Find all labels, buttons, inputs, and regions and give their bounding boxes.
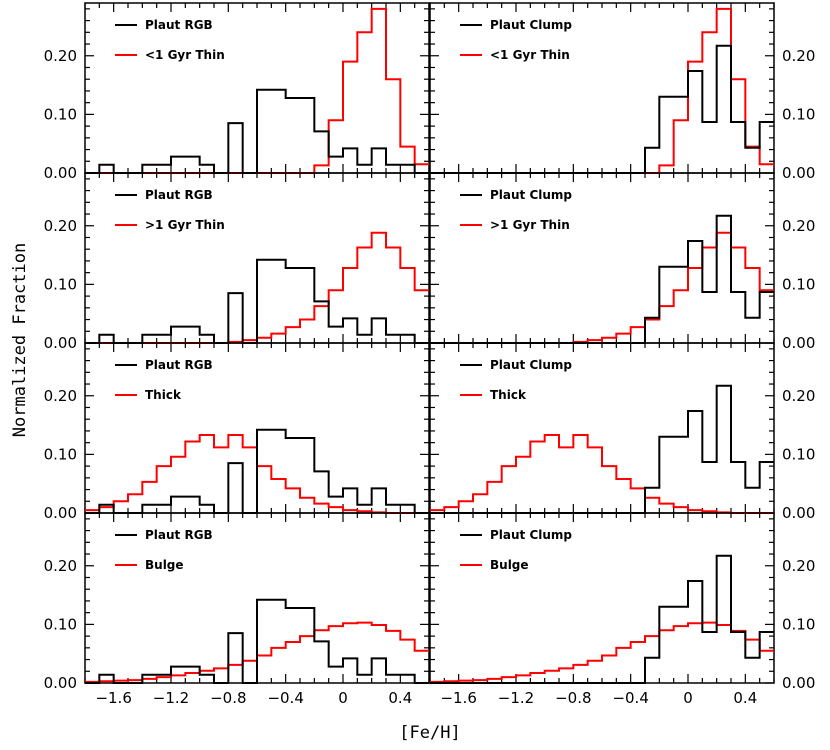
y-tick-label: 0.00 <box>782 504 815 522</box>
x-tick-label: 0 <box>338 689 348 707</box>
legend-label-plaut: Plaut RGB <box>145 358 213 372</box>
y-tick-label: 0.20 <box>44 217 77 235</box>
y-tick-label: 0.00 <box>782 674 815 692</box>
y-tick-label: 0.00 <box>44 674 77 692</box>
x-tick-label: −0.8 <box>555 689 591 707</box>
legend-label-plaut: Plaut Clump <box>490 528 572 542</box>
y-tick-label: 0.00 <box>782 334 815 352</box>
legend-label-model: <1 Gyr Thin <box>490 48 570 62</box>
panel-frame <box>429 172 775 344</box>
x-tick-label: −1.2 <box>498 689 534 707</box>
model-histogram-line <box>430 434 774 514</box>
plaut-histogram-line <box>430 554 774 684</box>
y-tick-label: 0.20 <box>44 47 77 65</box>
x-tick-label: −0.4 <box>612 689 648 707</box>
plaut-histogram-line <box>85 258 429 344</box>
x-tick-label: −0.4 <box>267 689 303 707</box>
plaut-histogram-line <box>430 214 774 344</box>
legend-label-model: Bulge <box>490 558 529 572</box>
y-tick-label: 0.10 <box>782 615 815 633</box>
x-tick-label: 0 <box>683 689 693 707</box>
y-tick-label: 0.10 <box>782 105 815 123</box>
legend-label-plaut: Plaut Clump <box>490 18 572 32</box>
x-tick-label: −1.6 <box>440 689 476 707</box>
model-histogram-line <box>430 621 774 683</box>
plaut-histogram-line <box>85 598 429 684</box>
legend-label-model: >1 Gyr Thin <box>490 218 570 232</box>
legend-label-model: Thick <box>490 388 527 402</box>
x-tick-label: 0.4 <box>733 689 757 707</box>
legend-label-model: <1 Gyr Thin <box>145 48 225 62</box>
legend-label-model: Bulge <box>145 558 184 572</box>
x-axis-title: [Fe/H] <box>399 723 460 743</box>
y-tick-label: 0.00 <box>782 164 815 182</box>
model-histogram-line <box>430 7 774 174</box>
y-tick-label: 0.00 <box>44 504 77 522</box>
plaut-histogram-line <box>85 428 429 514</box>
y-tick-label: 0.10 <box>782 275 815 293</box>
y-tick-label: 0.10 <box>44 445 77 463</box>
y-tick-label: 0.20 <box>44 387 77 405</box>
y-tick-label: 0.20 <box>782 217 815 235</box>
y-tick-label: 0.20 <box>44 557 77 575</box>
y-tick-label: 0.20 <box>782 387 815 405</box>
panel-frame <box>429 2 775 174</box>
legend-label-model: Thick <box>145 388 182 402</box>
y-tick-label: 0.20 <box>782 47 815 65</box>
y-tick-label: 0.00 <box>44 334 77 352</box>
legend-label-plaut: Plaut RGB <box>145 188 213 202</box>
y-tick-label: 0.10 <box>44 105 77 123</box>
y-tick-label: 0.10 <box>44 275 77 293</box>
y-tick-label: 0.20 <box>782 557 815 575</box>
model-histogram-line <box>430 231 774 344</box>
legend-label-plaut: Plaut RGB <box>145 528 213 542</box>
x-tick-label: −1.2 <box>153 689 189 707</box>
y-tick-label: 0.00 <box>44 164 77 182</box>
legend-label-plaut: Plaut Clump <box>490 188 572 202</box>
y-tick-label: 0.10 <box>44 615 77 633</box>
legend-label-plaut: Plaut Clump <box>490 358 572 372</box>
plaut-histogram-line <box>85 88 429 174</box>
y-tick-label: 0.10 <box>782 445 815 463</box>
legend-label-model: >1 Gyr Thin <box>145 218 225 232</box>
x-tick-label: −1.6 <box>95 689 131 707</box>
x-tick-label: −0.8 <box>210 689 246 707</box>
legend-label-plaut: Plaut RGB <box>145 18 213 32</box>
model-histogram-line <box>85 434 429 514</box>
y-axis-title: Normalized Fraction <box>10 243 30 437</box>
plaut-histogram-line <box>430 44 774 174</box>
x-tick-label: 0.4 <box>388 689 412 707</box>
panel-frame <box>429 342 775 514</box>
